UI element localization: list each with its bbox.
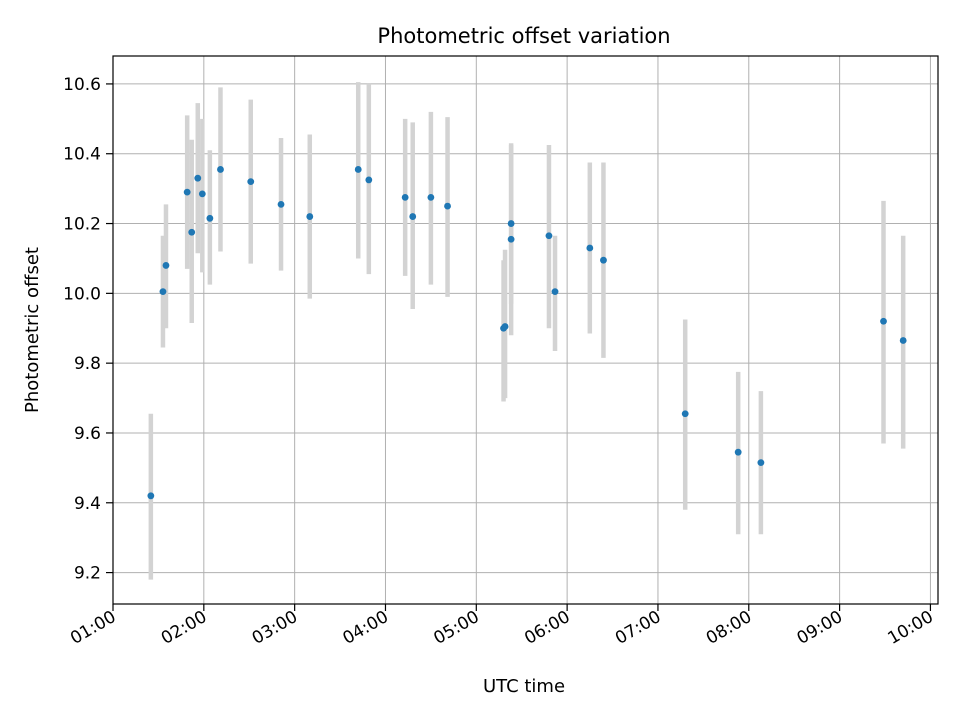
y-tick-label: 9.2 [74, 564, 101, 584]
data-point [206, 214, 214, 222]
data-point [545, 232, 553, 240]
data-point [194, 174, 202, 182]
x-axis-label: UTC time [483, 676, 565, 697]
y-tick-label: 10.2 [63, 215, 101, 235]
data-points [147, 166, 907, 500]
data-point [427, 193, 435, 201]
data-point [277, 200, 285, 208]
data-point [162, 262, 170, 269]
data-point [501, 323, 509, 330]
data-point [734, 448, 742, 456]
data-point [409, 213, 417, 220]
data-point [444, 202, 451, 210]
data-point [757, 459, 765, 467]
grid-lines [112, 56, 938, 604]
data-point [247, 178, 255, 186]
data-point [600, 256, 607, 264]
y-tick-label: 9.4 [74, 494, 101, 514]
data-point [507, 235, 515, 243]
data-point [188, 228, 196, 236]
data-point [306, 213, 314, 220]
plot-frame [112, 55, 939, 605]
data-point [551, 288, 559, 296]
data-point [401, 193, 409, 201]
data-point [681, 410, 689, 418]
y-tick-label: 9.8 [74, 354, 101, 374]
y-tick-label: 10.6 [63, 75, 101, 95]
data-point [586, 244, 594, 252]
y-tick-label: 10.0 [63, 284, 101, 304]
data-point [354, 166, 362, 173]
y-tick-label: 10.4 [63, 145, 101, 165]
data-point [507, 220, 515, 227]
data-point [183, 188, 191, 196]
data-point [217, 166, 224, 173]
y-tick-label: 9.6 [74, 424, 101, 444]
chart-title: Photometric offset variation [377, 24, 670, 48]
data-point [899, 337, 907, 344]
data-point [198, 190, 206, 198]
y-axis-label: Photometric offset [22, 247, 43, 413]
data-point [365, 176, 373, 184]
data-point [880, 317, 887, 325]
data-point [147, 492, 155, 500]
data-point [159, 288, 167, 296]
